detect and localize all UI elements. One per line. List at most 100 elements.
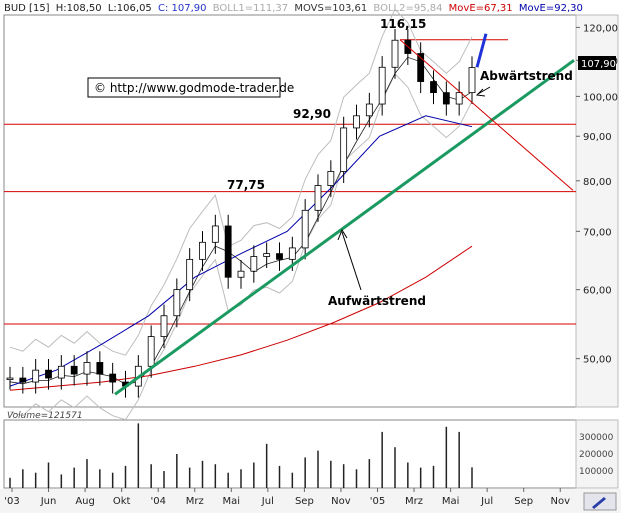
uptrend-line xyxy=(114,59,575,396)
x-tick-label: Mai xyxy=(223,496,241,507)
x-tick-label: Okt xyxy=(113,496,131,507)
x-tick-label: Nov xyxy=(331,496,351,507)
volume-axis xyxy=(575,419,619,489)
price-body xyxy=(147,336,155,367)
time-axis xyxy=(0,489,621,513)
price-body xyxy=(96,362,104,375)
projection-line xyxy=(475,33,488,68)
y-tick-label: 70,00 xyxy=(583,227,612,238)
header-movs: MOVS=103,61 xyxy=(294,3,367,14)
volume-panel xyxy=(3,419,577,489)
price-body xyxy=(378,66,386,105)
volume-tick-label: 300000 xyxy=(579,433,614,443)
chart-tool-icon[interactable] xyxy=(583,492,617,511)
trend-lines xyxy=(114,33,575,396)
price-body xyxy=(468,67,476,94)
header-close: C: 107,90 xyxy=(158,3,207,14)
y-tick-label: 100,00 xyxy=(583,92,618,103)
level-label-92: 92,90 xyxy=(293,107,331,121)
price-body xyxy=(365,103,373,117)
y-tick-label: 60,00 xyxy=(583,286,612,297)
last-price-tag xyxy=(578,56,616,70)
header-boll1: BOLL1=111,37 xyxy=(213,3,288,14)
price-body xyxy=(70,365,78,375)
x-tick-label: Mrz xyxy=(186,496,204,507)
price-body xyxy=(83,362,91,375)
price-body xyxy=(109,373,117,383)
chart-header: BUD [15] H:108,50 L:106,05 C: 107,90 BOL… xyxy=(4,3,583,14)
downtrend-label: Abwärtstrend xyxy=(480,69,573,83)
bollinger-upper xyxy=(9,8,473,356)
x-tick-label: '05 xyxy=(370,496,385,507)
price-body xyxy=(276,253,283,260)
watermark-text: © http://www.godmode-trader.de xyxy=(94,81,294,95)
price-body xyxy=(430,81,437,94)
x-tick-label: '04 xyxy=(150,496,165,507)
price-body xyxy=(57,365,65,379)
volume-label: Volume=121571 xyxy=(7,411,83,421)
x-tick-label: Aug xyxy=(75,496,95,507)
uptrend-label: Aufwärtstrend xyxy=(328,294,426,308)
header-symbol: BUD [15] xyxy=(4,3,50,14)
price-body xyxy=(455,92,463,105)
price-body xyxy=(45,369,52,379)
header-move-red: MovE=67,31 xyxy=(449,3,513,14)
price-body xyxy=(6,377,14,380)
price-body xyxy=(263,253,271,257)
x-tick-label: Sep xyxy=(295,496,314,507)
watermark-box xyxy=(87,77,281,98)
y-tick-label: 50,00 xyxy=(583,355,612,366)
x-tick-label: '03 xyxy=(4,496,19,507)
x-tick-label: Jul xyxy=(261,496,274,507)
price-body xyxy=(19,377,27,383)
x-tick-label: Mai xyxy=(442,496,460,507)
header-low: L:106,05 xyxy=(108,3,152,14)
last-price-value: 107,90 xyxy=(581,59,616,70)
price-body xyxy=(314,185,322,211)
price-body xyxy=(211,225,219,243)
downtrend-arrow-head xyxy=(475,88,486,97)
price-body xyxy=(340,127,348,172)
downtrend-line xyxy=(399,39,574,191)
price-body xyxy=(417,53,425,82)
price-body xyxy=(32,369,40,383)
x-tick-label: Sep xyxy=(514,496,533,507)
uptrend-arrow-head xyxy=(337,228,348,241)
support-resistance-lines xyxy=(4,39,576,325)
price-body xyxy=(442,92,450,105)
price-body xyxy=(173,289,181,317)
y-tick-label: 80,00 xyxy=(583,177,612,188)
peak-label: 116,15 xyxy=(380,17,426,31)
x-axis-labels: '03 Jun Aug Okt '04 Mrz Mai Jul Sep Nov '05 Mrz Mai J… xyxy=(4,496,570,507)
volume-tick-label: 100000 xyxy=(579,467,614,477)
price-body xyxy=(224,225,232,278)
downtrend-arrow xyxy=(477,86,491,95)
volume-axis-labels: 300000 200000 100000 xyxy=(579,433,614,477)
x-tick-label: Mrz xyxy=(405,496,423,507)
price-bars xyxy=(6,29,476,398)
volume-bars xyxy=(9,423,473,488)
price-body xyxy=(288,247,296,260)
price-body xyxy=(327,171,335,186)
price-body xyxy=(199,241,206,260)
price-body xyxy=(391,39,399,68)
price-body xyxy=(160,315,168,337)
level-label-77: 77,75 xyxy=(227,178,265,192)
y-tick-label: 120,00 xyxy=(583,23,618,34)
x-tick-label: Nov xyxy=(550,496,570,507)
uptrend-arrow xyxy=(341,231,362,291)
price-body xyxy=(250,256,258,272)
x-tick-label: Jun xyxy=(40,496,57,507)
x-tick-label: Jul xyxy=(480,496,493,507)
price-body xyxy=(237,270,245,278)
price-axis xyxy=(575,14,619,408)
volume-tick-label: 200000 xyxy=(579,450,614,460)
price-body xyxy=(186,258,194,291)
price-body xyxy=(353,115,360,129)
header-boll2: BOLL2=95,84 xyxy=(373,3,442,14)
y-tick-label: 90,00 xyxy=(583,132,612,143)
header-move-blue: MovE=92,30 xyxy=(519,3,583,14)
header-high: H:108,50 xyxy=(56,3,102,14)
